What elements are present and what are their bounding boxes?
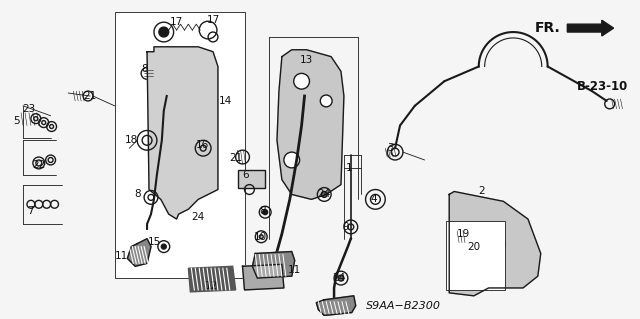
Text: 1: 1 (346, 163, 352, 173)
Text: 16: 16 (196, 140, 209, 150)
Circle shape (284, 152, 300, 168)
Text: FR.: FR. (534, 21, 561, 35)
Polygon shape (127, 239, 151, 266)
Text: 17: 17 (206, 15, 220, 25)
Text: 18: 18 (125, 135, 138, 145)
Circle shape (159, 27, 169, 37)
Text: 10: 10 (253, 232, 267, 242)
Bar (115, 12, 246, 278)
Polygon shape (188, 266, 236, 292)
Text: 11: 11 (288, 265, 301, 275)
Text: B-23-10: B-23-10 (577, 80, 628, 93)
Circle shape (294, 73, 310, 89)
Text: 3: 3 (387, 143, 394, 153)
Text: 21: 21 (83, 91, 97, 101)
Text: 8: 8 (134, 189, 141, 199)
Text: 22: 22 (32, 160, 45, 170)
Text: 2: 2 (478, 187, 485, 197)
Circle shape (262, 210, 268, 215)
Text: 8: 8 (259, 206, 266, 216)
Polygon shape (252, 251, 294, 278)
Text: 8: 8 (141, 64, 147, 74)
Text: 17: 17 (170, 17, 183, 27)
Text: 14: 14 (219, 96, 232, 106)
Polygon shape (243, 264, 284, 290)
Bar (446, 221, 506, 290)
Text: 20: 20 (467, 241, 481, 252)
Polygon shape (567, 20, 614, 36)
Text: 24: 24 (191, 212, 205, 222)
Polygon shape (316, 296, 356, 315)
Text: 24: 24 (332, 273, 346, 283)
Text: 11: 11 (115, 251, 128, 262)
Text: 23: 23 (22, 104, 36, 114)
Text: 9: 9 (342, 222, 349, 232)
Polygon shape (147, 47, 218, 219)
Circle shape (338, 275, 344, 281)
Text: 12: 12 (204, 281, 218, 291)
Text: 21: 21 (229, 153, 243, 163)
Text: 15: 15 (147, 237, 161, 247)
Text: 19: 19 (456, 229, 470, 239)
Circle shape (474, 241, 479, 246)
Circle shape (482, 232, 506, 256)
Circle shape (488, 239, 499, 249)
Text: 6: 6 (242, 170, 249, 180)
Text: 7: 7 (28, 206, 34, 216)
Circle shape (161, 244, 166, 249)
Text: 5: 5 (13, 115, 19, 126)
Text: 24: 24 (317, 189, 331, 199)
Text: S9AA−B2300: S9AA−B2300 (365, 301, 440, 311)
Text: 4: 4 (370, 194, 377, 204)
Circle shape (321, 191, 327, 197)
Bar (237, 170, 265, 188)
Text: 13: 13 (300, 55, 313, 65)
Polygon shape (277, 50, 344, 199)
Circle shape (320, 95, 332, 107)
Polygon shape (449, 191, 541, 296)
